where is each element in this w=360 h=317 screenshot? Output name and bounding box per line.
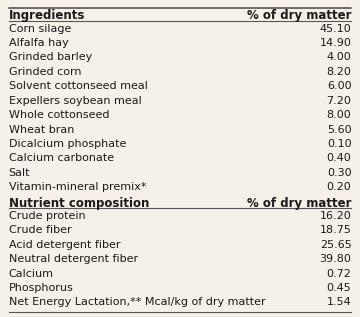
Text: 45.10: 45.10 <box>320 24 351 34</box>
Text: 4.00: 4.00 <box>327 53 351 62</box>
Text: 0.72: 0.72 <box>327 268 351 279</box>
Text: Calcium: Calcium <box>9 268 54 279</box>
Text: Acid detergent fiber: Acid detergent fiber <box>9 240 120 250</box>
Text: Grinded barley: Grinded barley <box>9 53 92 62</box>
Text: Calcium carbonate: Calcium carbonate <box>9 153 114 163</box>
Text: Net Energy Lactation,** Mcal/kg of dry matter: Net Energy Lactation,** Mcal/kg of dry m… <box>9 297 265 307</box>
Text: Corn silage: Corn silage <box>9 24 71 34</box>
Text: 7.20: 7.20 <box>327 96 351 106</box>
Text: Solvent cottonseed meal: Solvent cottonseed meal <box>9 81 147 91</box>
Text: Salt: Salt <box>9 168 30 178</box>
Text: 8.00: 8.00 <box>327 110 351 120</box>
Text: Whole cottonseed: Whole cottonseed <box>9 110 109 120</box>
Text: 1.54: 1.54 <box>327 297 351 307</box>
Text: 0.20: 0.20 <box>327 182 351 192</box>
Text: 14.90: 14.90 <box>320 38 351 48</box>
Text: Grinded corn: Grinded corn <box>9 67 81 77</box>
Text: Neutral detergent fiber: Neutral detergent fiber <box>9 254 138 264</box>
Text: 0.45: 0.45 <box>327 283 351 293</box>
Text: Wheat bran: Wheat bran <box>9 125 74 134</box>
Text: 0.30: 0.30 <box>327 168 351 178</box>
Text: % of dry matter: % of dry matter <box>247 197 351 210</box>
Text: 0.40: 0.40 <box>327 153 351 163</box>
Text: 16.20: 16.20 <box>320 211 351 221</box>
Text: Phosphorus: Phosphorus <box>9 283 73 293</box>
Text: 18.75: 18.75 <box>320 225 351 236</box>
Text: 39.80: 39.80 <box>320 254 351 264</box>
Text: 6.00: 6.00 <box>327 81 351 91</box>
Text: Alfalfa hay: Alfalfa hay <box>9 38 68 48</box>
Text: Ingredients: Ingredients <box>9 9 85 22</box>
Text: Expellers soybean meal: Expellers soybean meal <box>9 96 141 106</box>
Text: % of dry matter: % of dry matter <box>247 9 351 22</box>
Text: Crude fiber: Crude fiber <box>9 225 71 236</box>
Text: Nutrient composition: Nutrient composition <box>9 197 149 210</box>
Text: 8.20: 8.20 <box>327 67 351 77</box>
Text: 5.60: 5.60 <box>327 125 351 134</box>
Text: Dicalcium phosphate: Dicalcium phosphate <box>9 139 126 149</box>
Text: Vitamin-mineral premix*: Vitamin-mineral premix* <box>9 182 146 192</box>
Text: 0.10: 0.10 <box>327 139 351 149</box>
Text: 25.65: 25.65 <box>320 240 351 250</box>
Text: Crude protein: Crude protein <box>9 211 85 221</box>
